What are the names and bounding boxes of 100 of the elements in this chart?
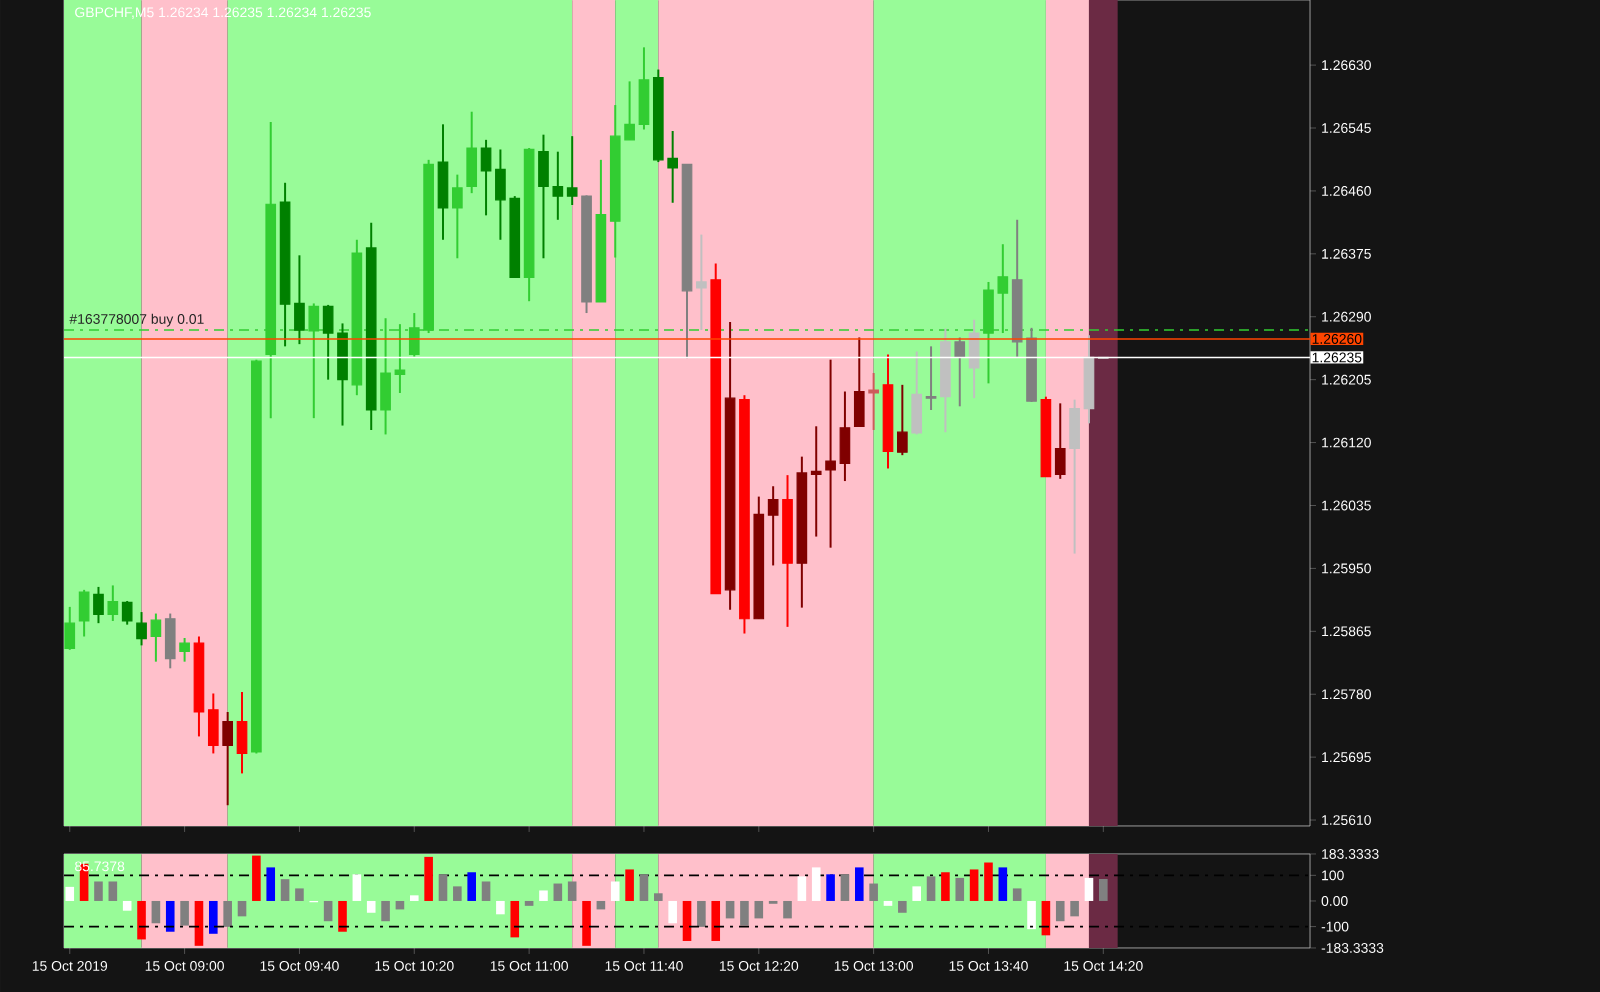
bar xyxy=(854,867,864,901)
candlestick xyxy=(839,390,851,483)
bar xyxy=(912,886,922,901)
bar xyxy=(754,900,764,919)
bar xyxy=(1055,900,1065,922)
bar xyxy=(381,900,390,922)
bar xyxy=(524,900,534,906)
candlestick xyxy=(207,692,219,755)
candlestick xyxy=(696,233,707,332)
candlestick xyxy=(925,345,937,411)
candlestick xyxy=(853,336,865,428)
bar xyxy=(1041,900,1051,936)
candlestick xyxy=(480,138,492,217)
candlestick xyxy=(911,350,923,436)
bar xyxy=(883,900,893,906)
bar xyxy=(467,872,477,901)
candlestick xyxy=(767,485,779,567)
candlestick xyxy=(566,135,578,206)
bar xyxy=(65,886,75,901)
candlestick xyxy=(466,110,478,195)
bar xyxy=(295,888,304,901)
bar xyxy=(926,876,936,901)
bar xyxy=(438,874,448,901)
bar xyxy=(352,874,362,901)
candlestick xyxy=(150,612,162,663)
bar xyxy=(639,874,649,901)
bar xyxy=(898,900,907,913)
bar xyxy=(1012,888,1022,901)
bar xyxy=(122,900,132,911)
bar xyxy=(453,886,462,901)
bar xyxy=(496,900,505,915)
candlestick xyxy=(868,372,879,431)
bar xyxy=(539,890,548,901)
bar xyxy=(654,893,663,901)
bar xyxy=(783,900,792,919)
candlestick xyxy=(222,710,234,807)
bar xyxy=(108,881,118,901)
candlestick xyxy=(93,585,104,625)
candlestick xyxy=(78,588,90,638)
candlestick xyxy=(136,611,147,647)
bar xyxy=(237,900,247,917)
candlestick xyxy=(968,318,980,400)
bar xyxy=(1027,900,1036,930)
candlestick xyxy=(236,691,248,775)
bar xyxy=(553,883,563,901)
bar xyxy=(1084,877,1094,901)
bar xyxy=(223,900,232,927)
bar xyxy=(711,900,721,941)
bar xyxy=(323,900,333,922)
candlestick xyxy=(810,425,822,538)
bar xyxy=(510,900,520,938)
bar xyxy=(137,900,146,940)
bar xyxy=(409,895,419,901)
bar xyxy=(180,900,189,926)
bar xyxy=(869,883,878,901)
bar xyxy=(1070,900,1079,917)
bar xyxy=(969,869,979,901)
bar xyxy=(955,877,965,901)
candlestick xyxy=(1069,398,1080,555)
candlestick xyxy=(1054,402,1066,480)
bar xyxy=(826,874,835,901)
bar xyxy=(280,879,290,901)
bar xyxy=(625,869,634,901)
bar xyxy=(797,876,807,901)
bar xyxy=(998,867,1008,901)
bar xyxy=(366,900,376,913)
bar xyxy=(424,856,433,901)
candlestick xyxy=(64,605,76,651)
bar xyxy=(252,855,261,901)
candlestick xyxy=(121,599,133,626)
bar xyxy=(984,862,993,901)
bar xyxy=(165,900,175,932)
bar xyxy=(610,881,620,901)
bar xyxy=(567,881,577,901)
bar xyxy=(668,900,677,924)
candlestick xyxy=(437,123,449,241)
bar xyxy=(151,900,161,924)
candlestick xyxy=(825,358,836,549)
bar xyxy=(209,900,218,934)
bar xyxy=(94,881,103,901)
candlestick xyxy=(452,173,463,260)
bar xyxy=(682,900,692,941)
candlestick xyxy=(897,383,908,457)
bar xyxy=(840,874,850,901)
bar xyxy=(725,900,735,919)
candlestick xyxy=(954,336,966,408)
bar xyxy=(697,900,706,927)
bar xyxy=(266,867,276,901)
bar xyxy=(811,867,821,901)
candlestick xyxy=(294,254,305,346)
bar xyxy=(941,872,950,901)
candlestick xyxy=(107,584,119,622)
bar xyxy=(194,900,204,946)
candlestick xyxy=(179,636,190,663)
bar xyxy=(338,900,347,932)
bar xyxy=(481,881,491,901)
bar xyxy=(1099,878,1108,901)
bar xyxy=(740,900,749,926)
candlestick xyxy=(164,612,176,670)
candlestick xyxy=(638,46,650,131)
